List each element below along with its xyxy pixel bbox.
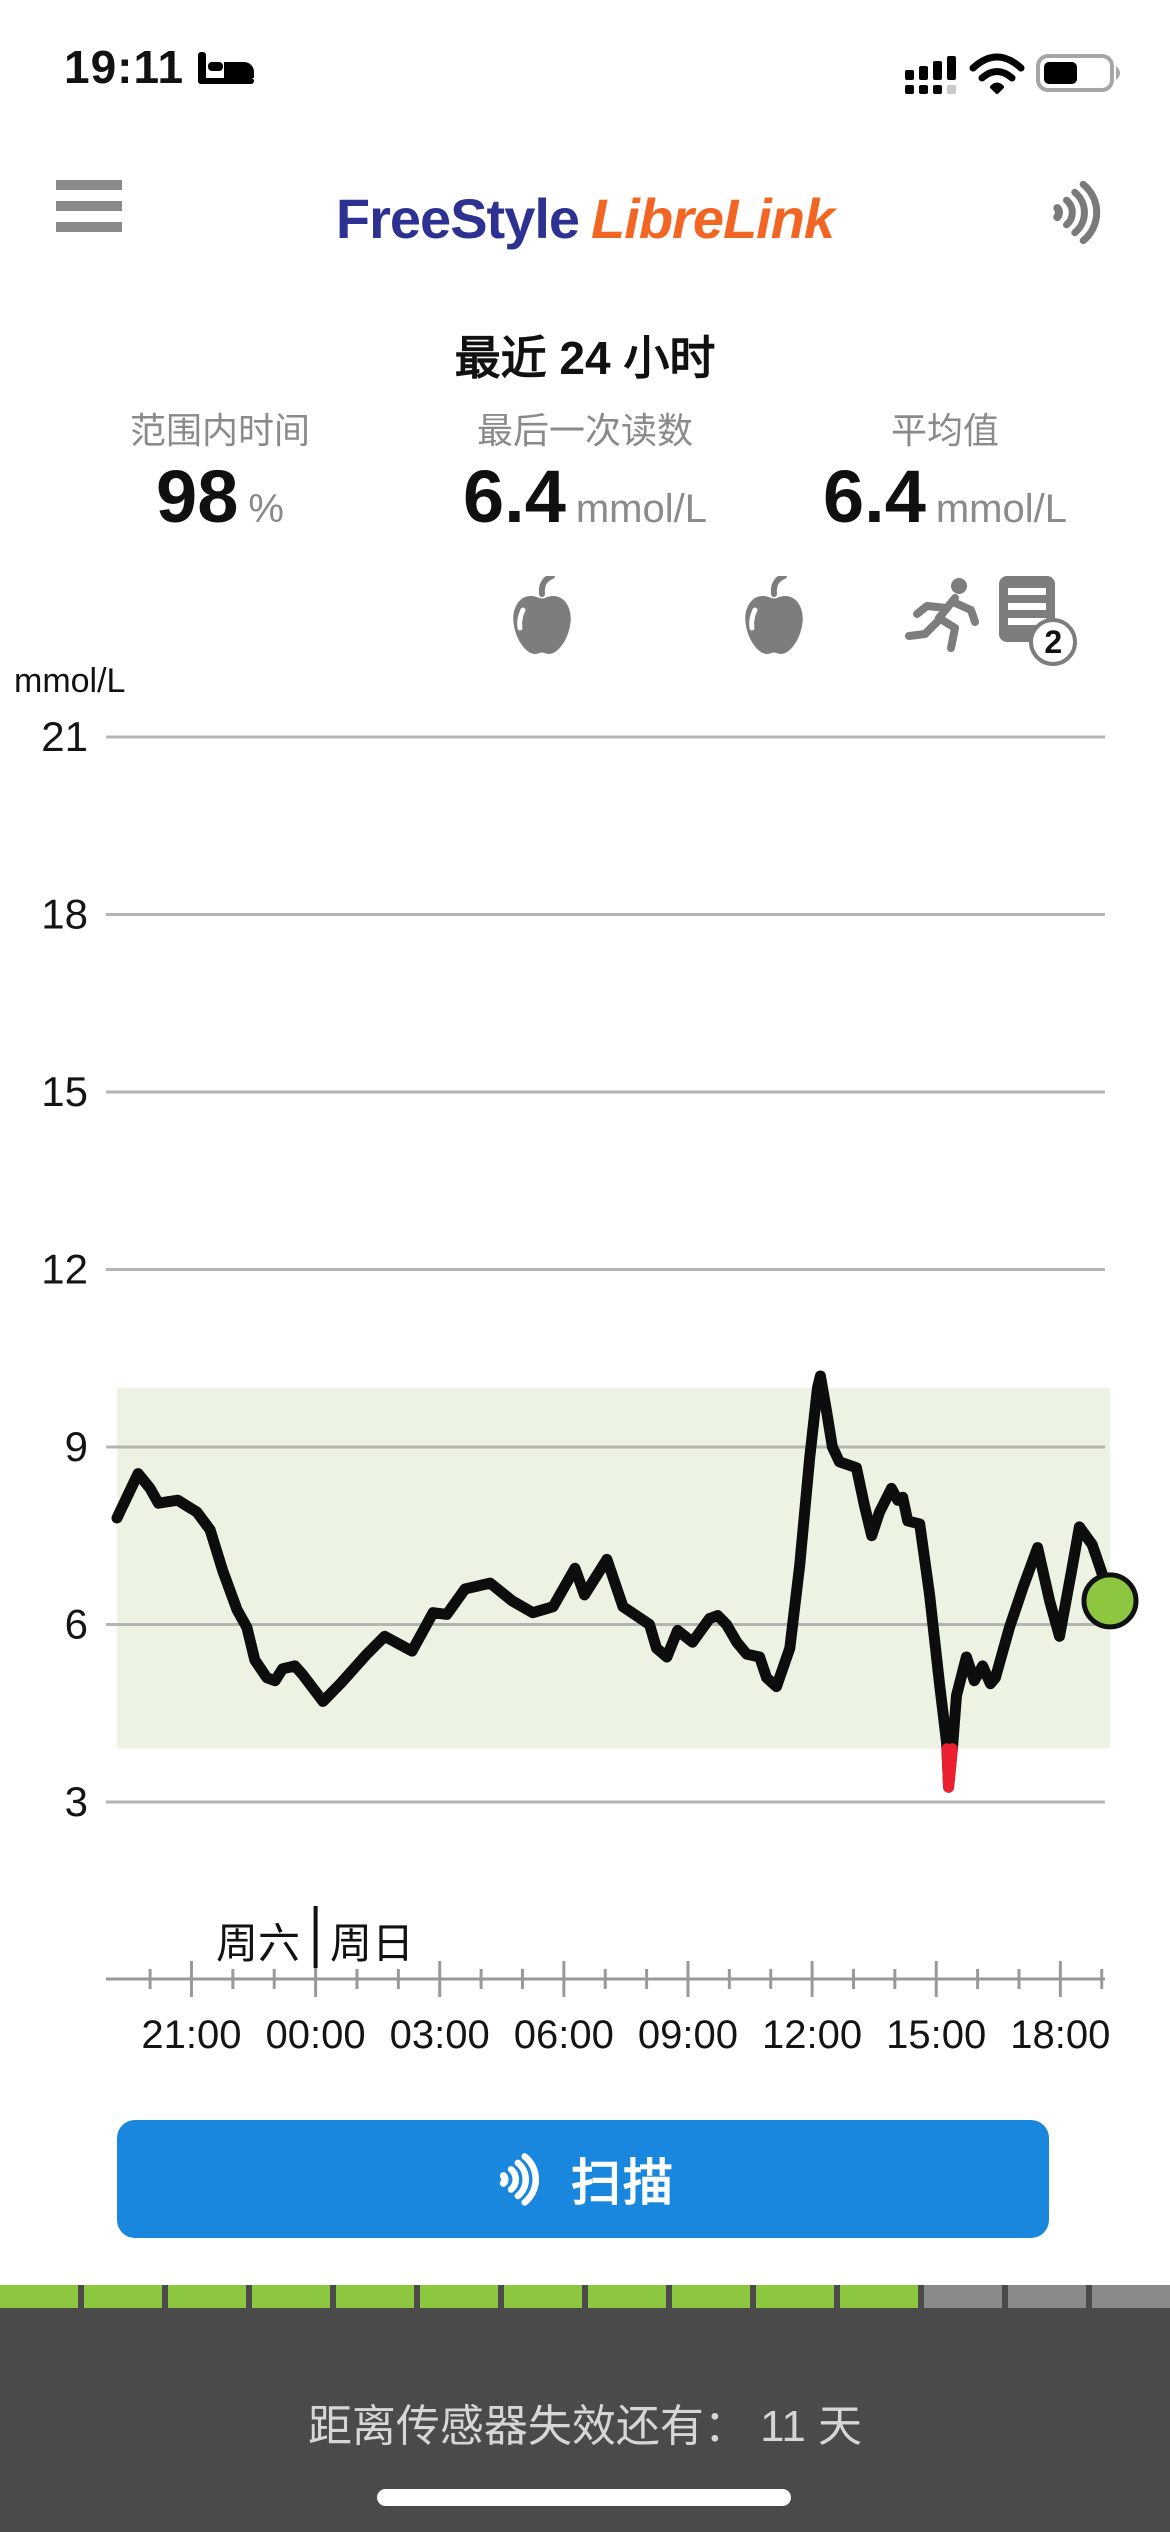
sensor-life-segment — [336, 2285, 414, 2308]
low-excursion-line — [941, 1743, 958, 1793]
scan-button-label: 扫描 — [571, 2155, 675, 2211]
sensor-life-segment — [1008, 2285, 1086, 2308]
nfc-waves-icon — [499, 2153, 540, 2206]
sensor-life-segment — [672, 2285, 750, 2308]
sensor-life-segment — [924, 2285, 1002, 2308]
meal-apple-icon[interactable] — [509, 576, 573, 658]
stat-value: 6.4 — [462, 455, 566, 538]
stat-unit: mmol/L — [935, 487, 1067, 531]
sensor-life-segment — [504, 2285, 582, 2308]
header-scan-button[interactable] — [1040, 178, 1110, 248]
sensor-life-segment — [252, 2285, 330, 2308]
cellular-signal-icon — [905, 56, 956, 94]
stat-value: 6.4 — [822, 455, 926, 538]
status-time: 19:11 — [64, 41, 185, 93]
menu-button[interactable] — [56, 180, 126, 240]
meal-apple-icon[interactable] — [741, 576, 805, 658]
y-tick-label: 21 — [41, 713, 88, 760]
battery-icon — [1036, 54, 1120, 92]
stat-unit: % — [248, 487, 284, 531]
y-tick-label: 12 — [41, 1245, 88, 1292]
y-axis-unit-label: mmol/L — [14, 662, 126, 700]
x-tick-label: 12:00 — [762, 2013, 862, 2057]
notes-count-badge: 2 — [1029, 618, 1078, 666]
logo-freestyle: FreeStyle — [335, 187, 580, 250]
hamburger-icon — [56, 180, 122, 190]
x-tick-label: 09:00 — [638, 2013, 738, 2057]
stat-last-reading: 最后一次读数 6.4 mmol/L — [405, 402, 765, 539]
page-title: 最近 24 小时 — [454, 332, 716, 384]
stat-label: 范围内时间 — [129, 410, 310, 451]
glucose-line — [111, 1370, 1116, 1793]
x-tick-label: 00:00 — [266, 2013, 366, 2057]
sensor-life-segment — [588, 2285, 666, 2308]
exercise-runner-icon[interactable] — [903, 576, 981, 658]
current-reading-marker — [1081, 1572, 1139, 1630]
stat-average: 平均值 6.4 mmol/L — [765, 402, 1125, 539]
sensor-life-progress-bar — [0, 2285, 1170, 2308]
sensor-life-segment — [168, 2285, 246, 2308]
sensor-life-segment — [756, 2285, 834, 2308]
y-tick-label: 6 — [65, 1600, 88, 1647]
home-indicator[interactable] — [377, 2489, 791, 2506]
x-tick-label: 18:00 — [1010, 2013, 1110, 2057]
sensor-expiry-message: 距离传感器失效还有： 11 天 — [307, 2402, 863, 2451]
sensor-life-segment — [84, 2285, 162, 2308]
y-tick-label: 18 — [41, 890, 88, 937]
sleep-focus-bed-icon — [198, 52, 254, 84]
nfc-waves-icon — [1053, 180, 1101, 244]
stat-time-in-range: 范围内时间 98% — [40, 402, 400, 539]
sensor-life-segment — [1092, 2285, 1170, 2308]
sensor-life-segment — [840, 2285, 918, 2308]
stat-label: 平均值 — [890, 410, 999, 451]
y-tick-label: 15 — [41, 1068, 88, 1115]
sensor-life-segment — [0, 2285, 78, 2308]
day-label-saturday: 周六 — [215, 1920, 300, 1967]
stat-unit: mmol/L — [575, 487, 707, 531]
sensor-life-segment — [420, 2285, 498, 2308]
x-tick-label: 21:00 — [141, 2013, 241, 2057]
day-label-sunday: 周日 — [330, 1920, 415, 1967]
x-tick-label: 03:00 — [390, 2013, 490, 2057]
stat-value: 98 — [156, 455, 239, 538]
x-tick-label: 06:00 — [514, 2013, 614, 2057]
y-tick-label: 9 — [65, 1423, 88, 1470]
glucose-chart[interactable]: 3 6 9 12 15 18 21 21:00 00:00 03:00 06:00 09:00 12:0… — [0, 660, 1170, 2080]
x-tick-label: 15:00 — [886, 2013, 986, 2057]
logo-librelink: LibreLink — [591, 187, 835, 250]
wifi-icon — [969, 53, 1025, 94]
y-tick-label: 3 — [65, 1778, 88, 1825]
scan-button[interactable]: 扫描 — [117, 2120, 1049, 2238]
notes-icon[interactable]: 2 — [999, 576, 1095, 668]
app-logo: FreeStyle LibreLink — [0, 186, 1170, 251]
stat-label: 最后一次读数 — [476, 410, 693, 451]
